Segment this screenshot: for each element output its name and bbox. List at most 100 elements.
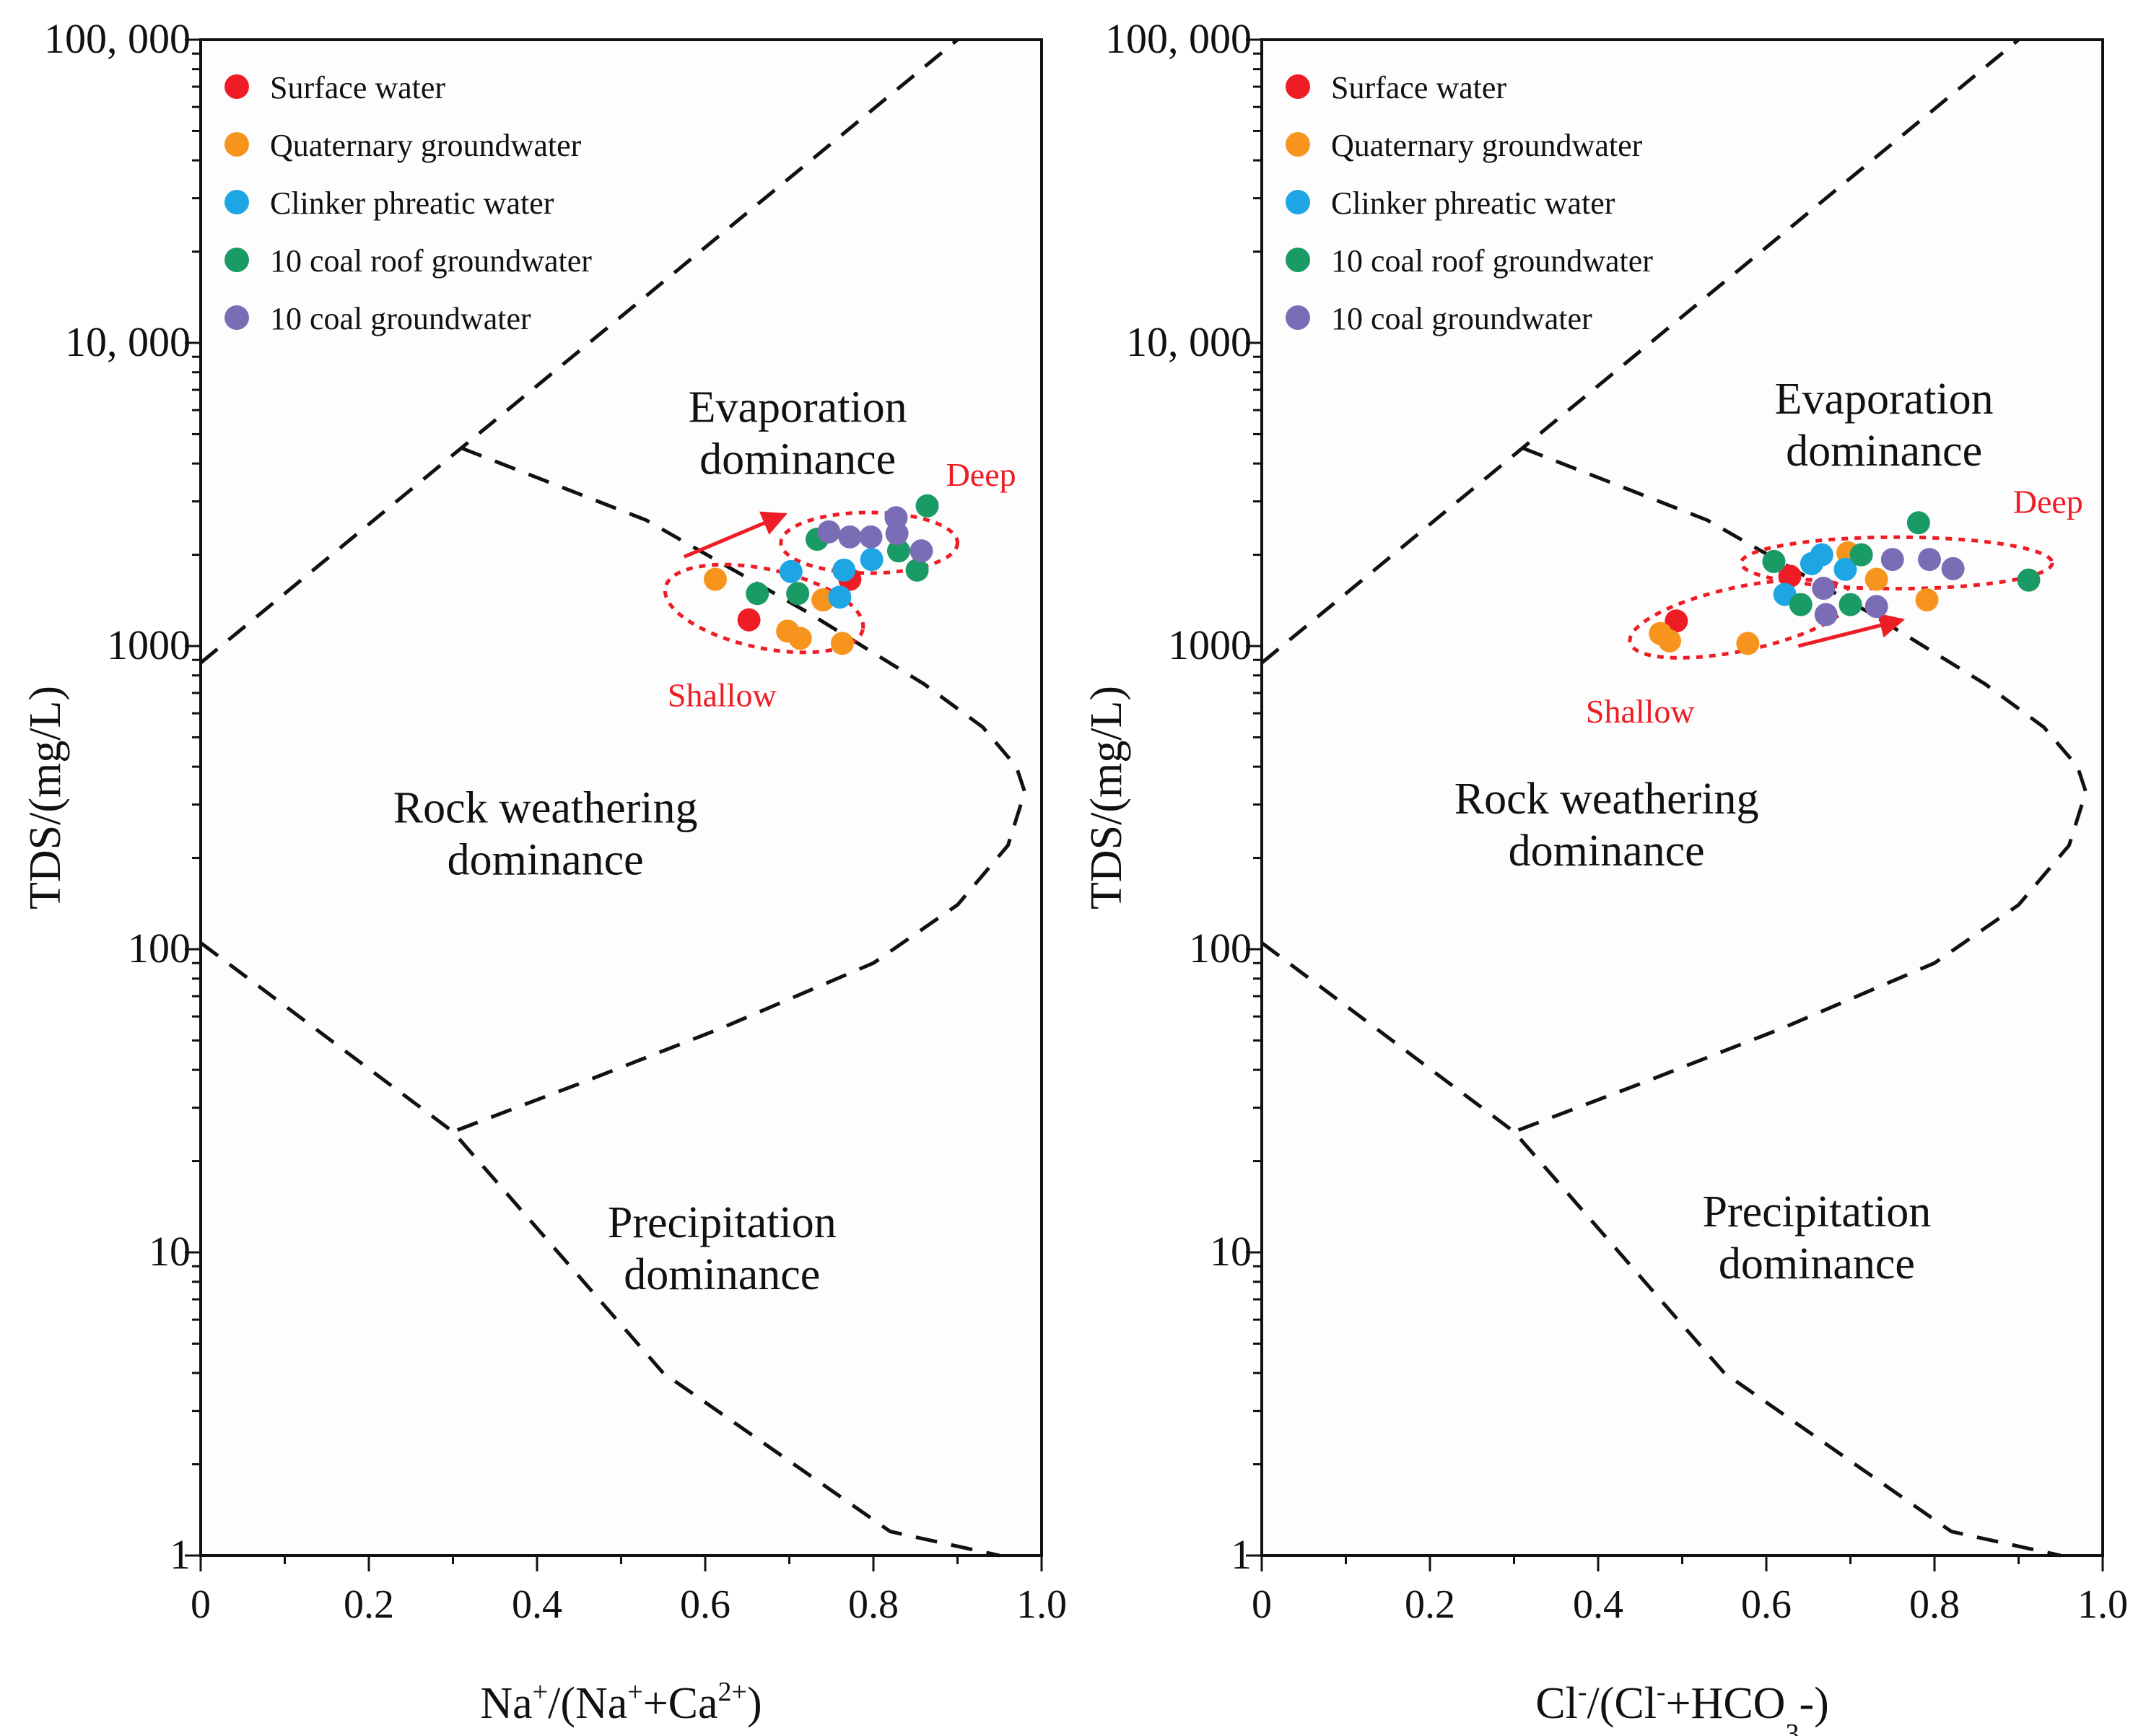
x-axis-label-part: -	[1657, 1677, 1666, 1707]
x-axis-label-part: +	[627, 1677, 642, 1707]
legend-marker	[1286, 190, 1310, 214]
x-tick-label: 1.0	[2077, 1582, 2128, 1627]
data-point	[915, 494, 939, 518]
y-tick-label: 1	[1231, 1531, 1252, 1578]
data-point	[1918, 548, 1942, 572]
data-point	[1762, 549, 1786, 573]
x-axis-label-part: )	[747, 1679, 762, 1728]
x-axis-label-part: Cl	[1535, 1679, 1578, 1728]
legend-marker	[224, 132, 249, 157]
legend-marker	[1286, 305, 1310, 330]
data-point	[1789, 593, 1813, 616]
x-tick-label: 0	[1252, 1582, 1272, 1627]
data-point	[1941, 557, 1965, 580]
legend-label: Clinker phreatic water	[270, 186, 554, 221]
x-tick-label: 0.2	[344, 1582, 394, 1627]
data-point	[746, 582, 769, 606]
annotation-deep: Deep	[946, 456, 1016, 493]
legend-marker	[1286, 132, 1310, 157]
x-tick-label: 0.8	[848, 1582, 899, 1627]
region-label: Precipitation	[1702, 1187, 1931, 1236]
data-point	[779, 559, 803, 583]
y-tick-label: 10, 000	[65, 318, 191, 365]
data-point	[1665, 609, 1688, 633]
group-ellipse-deep	[779, 510, 960, 575]
data-point	[737, 608, 761, 632]
y-tick-label: 1	[170, 1531, 191, 1578]
x-axis-label: Cl-/(Cl-+HCO3-)	[1535, 1677, 1829, 1736]
data-point	[885, 522, 909, 546]
data-point	[860, 548, 884, 572]
annotation-shallow: Shallow	[668, 676, 777, 713]
x-axis-label-part: +HCO	[1666, 1679, 1786, 1728]
data-point	[886, 539, 910, 563]
data-point	[786, 582, 810, 606]
legend-marker	[224, 248, 249, 272]
data-point	[1812, 577, 1836, 601]
y-tick-label: 100, 000	[44, 15, 191, 62]
plot-frame	[1260, 38, 2104, 1557]
x-tick-label: 0.6	[1741, 1582, 1792, 1627]
legend-label: 10 coal groundwater	[270, 301, 531, 336]
data-point	[838, 525, 862, 549]
annotation-deep: Deep	[2013, 483, 2083, 520]
plot-frame	[199, 38, 1043, 1557]
region-label: Evaporation	[689, 383, 907, 432]
y-tick-label: 1000	[107, 621, 191, 668]
x-axis-label-part: 2+	[718, 1677, 747, 1707]
region-label: Rock weathering	[393, 783, 698, 832]
x-axis-label-part: Na	[480, 1679, 532, 1728]
y-tick-label: 100, 000	[1105, 15, 1252, 62]
data-point	[1810, 543, 1833, 567]
data-point	[910, 539, 933, 563]
y-axis-label: TDS/(mg/L)	[21, 686, 70, 910]
data-point	[1849, 543, 1873, 567]
x-axis-label-part: -	[1799, 1679, 1814, 1728]
data-point	[828, 585, 852, 609]
legend-label: Quaternary groundwater	[270, 128, 582, 163]
legend-label: 10 coal roof groundwater	[270, 243, 592, 279]
x-axis-label-part: +	[533, 1677, 548, 1707]
y-tick-label: 100	[128, 925, 191, 972]
legend-label: Clinker phreatic water	[1331, 186, 1615, 221]
data-point	[1778, 564, 1802, 588]
legend-label: 10 coal groundwater	[1331, 301, 1592, 336]
data-point	[817, 520, 841, 544]
legend-label: 10 coal roof groundwater	[1331, 243, 1653, 279]
group-ellipse-shallow	[663, 562, 865, 655]
x-tick-label: 0	[191, 1582, 211, 1627]
x-axis-label: Na+/(Na++Ca2+)	[480, 1677, 762, 1728]
trend-arrow	[1797, 613, 1906, 648]
legend-marker	[1286, 74, 1310, 99]
data-point	[832, 558, 856, 582]
region-label: dominance	[624, 1250, 820, 1299]
region-label: dominance	[1719, 1239, 1915, 1288]
x-tick-label: 1.0	[1016, 1582, 1067, 1627]
data-point	[788, 627, 812, 650]
data-point	[1915, 588, 1939, 612]
x-axis-label-part: +Ca	[643, 1679, 718, 1728]
data-point	[1864, 567, 1888, 591]
data-point	[1839, 593, 1862, 616]
boundary-line-3	[1260, 941, 2062, 1558]
trend-arrow	[683, 511, 788, 559]
y-axis-label: TDS/(mg/L)	[1082, 686, 1131, 910]
data-point	[859, 525, 883, 549]
data-point	[2017, 568, 2041, 592]
region-label: Precipitation	[608, 1198, 837, 1247]
data-point	[830, 632, 854, 655]
legend-marker	[224, 74, 249, 99]
y-tick-label: 10	[1210, 1228, 1252, 1275]
region-label: dominance	[1509, 826, 1705, 876]
data-point	[905, 558, 929, 582]
legend-marker	[224, 305, 249, 330]
x-tick-label: 0.8	[1909, 1582, 1960, 1627]
region-label: Evaporation	[1775, 375, 1994, 424]
x-axis-label-part: 3	[1785, 1719, 1799, 1736]
data-point	[1658, 629, 1682, 653]
x-axis-label-part: -	[1578, 1677, 1587, 1707]
region-label: dominance	[699, 435, 896, 484]
data-point	[703, 567, 727, 591]
x-tick-label: 0.4	[512, 1582, 562, 1627]
